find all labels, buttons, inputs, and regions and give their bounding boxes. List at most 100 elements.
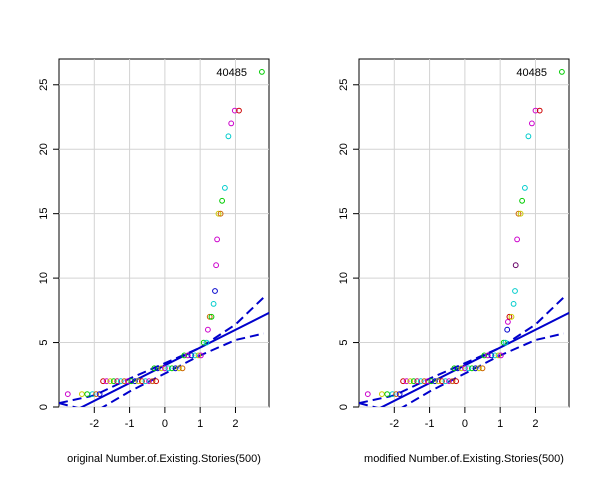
data-point	[228, 120, 235, 127]
data-point	[393, 391, 400, 398]
data-point	[195, 352, 202, 359]
data-point	[428, 378, 435, 385]
points-right	[364, 69, 565, 398]
data-point	[424, 378, 431, 385]
data-point	[154, 365, 161, 372]
data-point	[217, 210, 224, 217]
data-point	[532, 107, 539, 114]
y-tick-label: 0	[38, 404, 50, 410]
data-point	[64, 391, 71, 398]
data-point	[192, 352, 198, 359]
data-point	[454, 365, 461, 372]
point-label-right: 40485	[516, 67, 547, 79]
data-point	[149, 378, 156, 385]
x-tick-label: -2	[389, 418, 399, 430]
y-tick-label: 10	[338, 272, 350, 284]
y-tick-label: 5	[38, 339, 50, 345]
data-point	[492, 352, 498, 359]
data-point	[132, 378, 138, 385]
data-point	[214, 236, 221, 243]
data-point	[525, 133, 532, 140]
data-point	[449, 378, 456, 385]
data-point	[529, 120, 535, 127]
data-point	[512, 288, 518, 294]
data-point	[481, 352, 488, 359]
data-point	[198, 352, 204, 359]
data-point	[179, 365, 186, 372]
data-point	[515, 210, 522, 217]
data-point	[205, 326, 211, 333]
y-tick-label: 20	[338, 143, 350, 155]
confidence-lower-line	[59, 332, 264, 407]
data-point	[451, 365, 458, 372]
x-tick-label: 2	[532, 418, 538, 430]
data-point	[400, 378, 407, 385]
data-point	[512, 262, 519, 269]
data-point	[407, 378, 414, 385]
data-point	[146, 378, 152, 385]
data-point	[510, 301, 517, 307]
data-point	[439, 378, 445, 385]
data-point	[472, 365, 479, 372]
data-point	[476, 365, 482, 372]
data-point	[508, 313, 515, 320]
data-point	[208, 313, 215, 320]
data-point	[522, 185, 528, 191]
data-point	[212, 288, 218, 294]
data-point	[103, 378, 110, 385]
data-point	[165, 365, 172, 372]
data-point	[488, 352, 495, 359]
data-point	[225, 133, 232, 140]
x-tick-label: -2	[89, 418, 99, 430]
data-point	[203, 339, 210, 346]
data-point	[396, 391, 403, 398]
x-tick-label: 1	[497, 418, 503, 430]
x-axis-label-left: original Number.of.Existing.Stories(500)	[67, 453, 261, 465]
data-point	[153, 378, 160, 385]
data-point	[259, 69, 265, 75]
x-tick-label: 2	[232, 418, 238, 430]
data-point	[169, 365, 175, 372]
data-point	[89, 391, 96, 398]
data-point	[210, 301, 217, 307]
y-tick-label: 0	[338, 404, 350, 410]
data-point	[462, 365, 468, 372]
data-point	[500, 339, 507, 346]
data-point	[458, 365, 465, 372]
data-point	[135, 378, 142, 385]
data-point	[519, 197, 525, 204]
data-point	[84, 391, 91, 398]
data-point	[93, 391, 99, 398]
data-point	[142, 378, 149, 385]
data-point	[432, 378, 438, 385]
data-point	[410, 378, 417, 385]
grid-right	[359, 59, 569, 408]
data-point	[110, 378, 117, 385]
y-tick-label: 15	[338, 208, 350, 220]
data-point	[505, 319, 511, 325]
data-point	[465, 365, 472, 372]
data-point	[121, 378, 128, 385]
y-tick-label: 15	[38, 208, 50, 220]
x-tick-label: -1	[125, 418, 135, 430]
data-point	[502, 339, 509, 346]
data-point	[504, 326, 511, 333]
data-point	[559, 69, 565, 75]
data-point	[442, 378, 449, 385]
data-point	[506, 313, 513, 320]
grid-left	[59, 59, 269, 408]
x-tick-label: 0	[462, 418, 468, 430]
points-left	[64, 69, 265, 398]
y-tick-label: 5	[338, 339, 350, 345]
data-point	[158, 365, 165, 372]
data-point	[514, 236, 520, 243]
x-tick-label: 1	[197, 418, 203, 430]
data-point	[96, 391, 103, 398]
data-point	[184, 352, 191, 359]
data-point	[389, 391, 396, 398]
data-point	[219, 197, 226, 204]
